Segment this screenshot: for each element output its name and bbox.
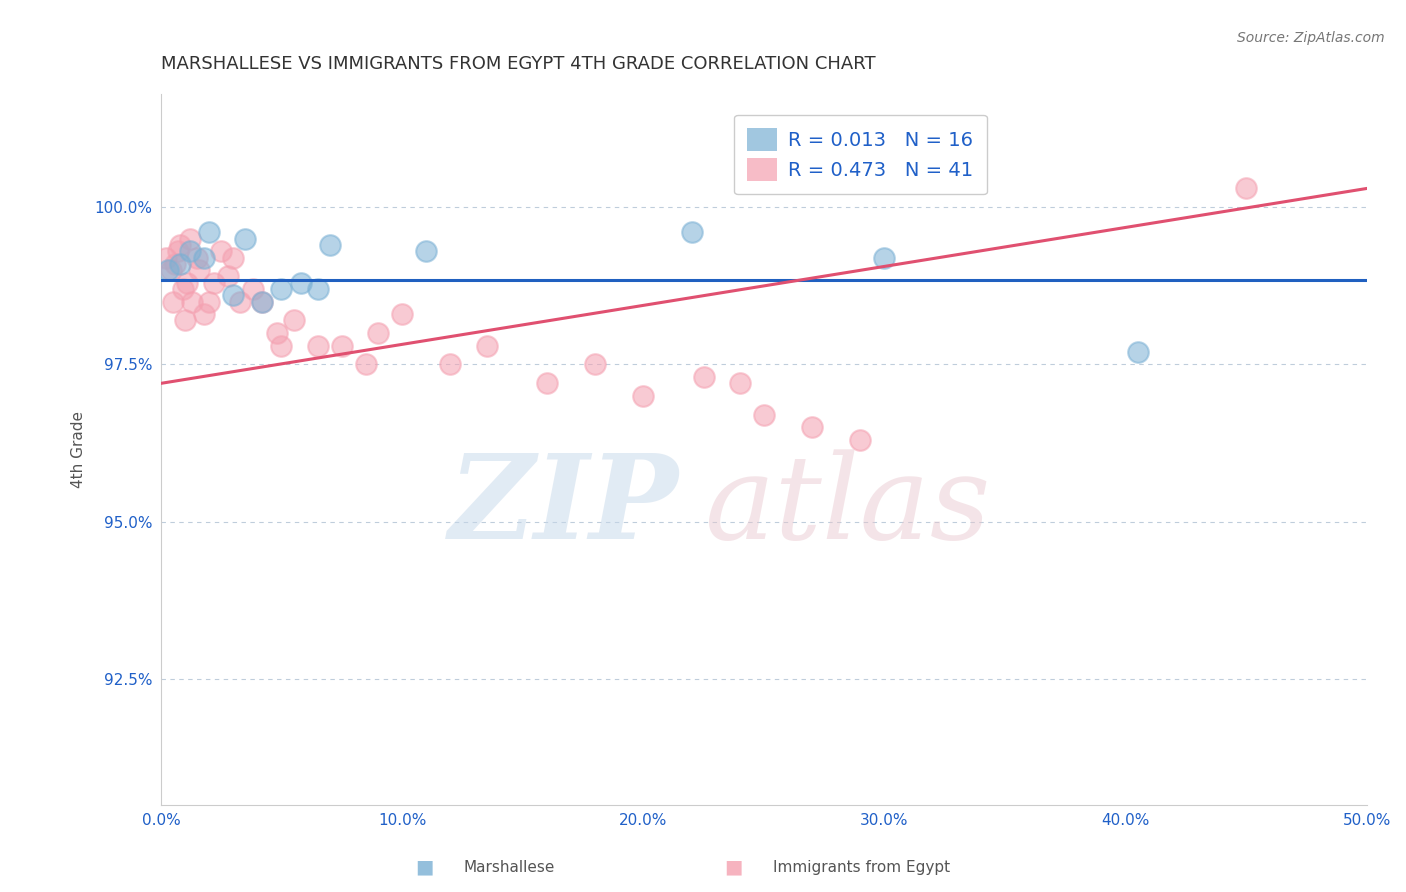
Point xyxy=(319,238,342,252)
Point xyxy=(181,294,204,309)
Point xyxy=(1234,181,1257,195)
Point xyxy=(250,294,273,309)
Point xyxy=(307,338,329,352)
Point xyxy=(266,326,288,340)
Text: ZIP: ZIP xyxy=(450,449,679,564)
Point xyxy=(801,420,824,434)
Text: Immigrants from Egypt: Immigrants from Egypt xyxy=(773,861,950,875)
Point xyxy=(873,251,896,265)
Point xyxy=(290,276,312,290)
Text: Source: ZipAtlas.com: Source: ZipAtlas.com xyxy=(1237,31,1385,45)
Point xyxy=(155,251,177,265)
Point xyxy=(165,257,187,271)
Text: Marshallese: Marshallese xyxy=(464,861,555,875)
Point xyxy=(202,276,225,290)
Point xyxy=(198,294,221,309)
Point xyxy=(307,282,329,296)
Point xyxy=(681,226,703,240)
Point xyxy=(391,307,413,321)
Point xyxy=(728,376,751,391)
Point xyxy=(283,313,305,327)
Point xyxy=(169,238,191,252)
Point xyxy=(229,294,252,309)
Point xyxy=(633,389,655,403)
Point xyxy=(169,257,191,271)
Point xyxy=(217,269,239,284)
Point xyxy=(354,358,377,372)
Point xyxy=(439,358,461,372)
Point xyxy=(233,232,256,246)
Point xyxy=(209,244,232,259)
Point xyxy=(172,282,194,296)
Point xyxy=(849,433,872,447)
Point xyxy=(198,226,221,240)
Point xyxy=(186,251,208,265)
Point xyxy=(179,232,201,246)
Point xyxy=(250,294,273,309)
Point xyxy=(162,294,184,309)
Point xyxy=(475,338,498,352)
Text: atlas: atlas xyxy=(703,449,990,564)
Point xyxy=(367,326,389,340)
Point xyxy=(583,358,606,372)
Y-axis label: 4th Grade: 4th Grade xyxy=(72,411,86,488)
Point xyxy=(188,263,211,277)
Point xyxy=(166,244,188,259)
Point xyxy=(193,307,215,321)
Point xyxy=(159,263,181,277)
Text: ■: ■ xyxy=(724,857,742,876)
Point xyxy=(179,244,201,259)
Point xyxy=(270,338,292,352)
Point xyxy=(222,288,245,302)
Point xyxy=(157,263,180,277)
Point xyxy=(176,276,198,290)
Point xyxy=(222,251,245,265)
Point xyxy=(536,376,558,391)
Point xyxy=(242,282,264,296)
Point xyxy=(1126,345,1149,359)
Point xyxy=(692,370,714,384)
Text: ■: ■ xyxy=(415,857,433,876)
Point xyxy=(270,282,292,296)
Point xyxy=(174,313,197,327)
Point xyxy=(415,244,437,259)
Legend: R = 0.013   N = 16, R = 0.473   N = 41: R = 0.013 N = 16, R = 0.473 N = 41 xyxy=(734,114,987,194)
Text: MARSHALLESE VS IMMIGRANTS FROM EGYPT 4TH GRADE CORRELATION CHART: MARSHALLESE VS IMMIGRANTS FROM EGYPT 4TH… xyxy=(160,55,876,73)
Point xyxy=(193,251,215,265)
Point xyxy=(330,338,353,352)
Point xyxy=(752,408,775,422)
